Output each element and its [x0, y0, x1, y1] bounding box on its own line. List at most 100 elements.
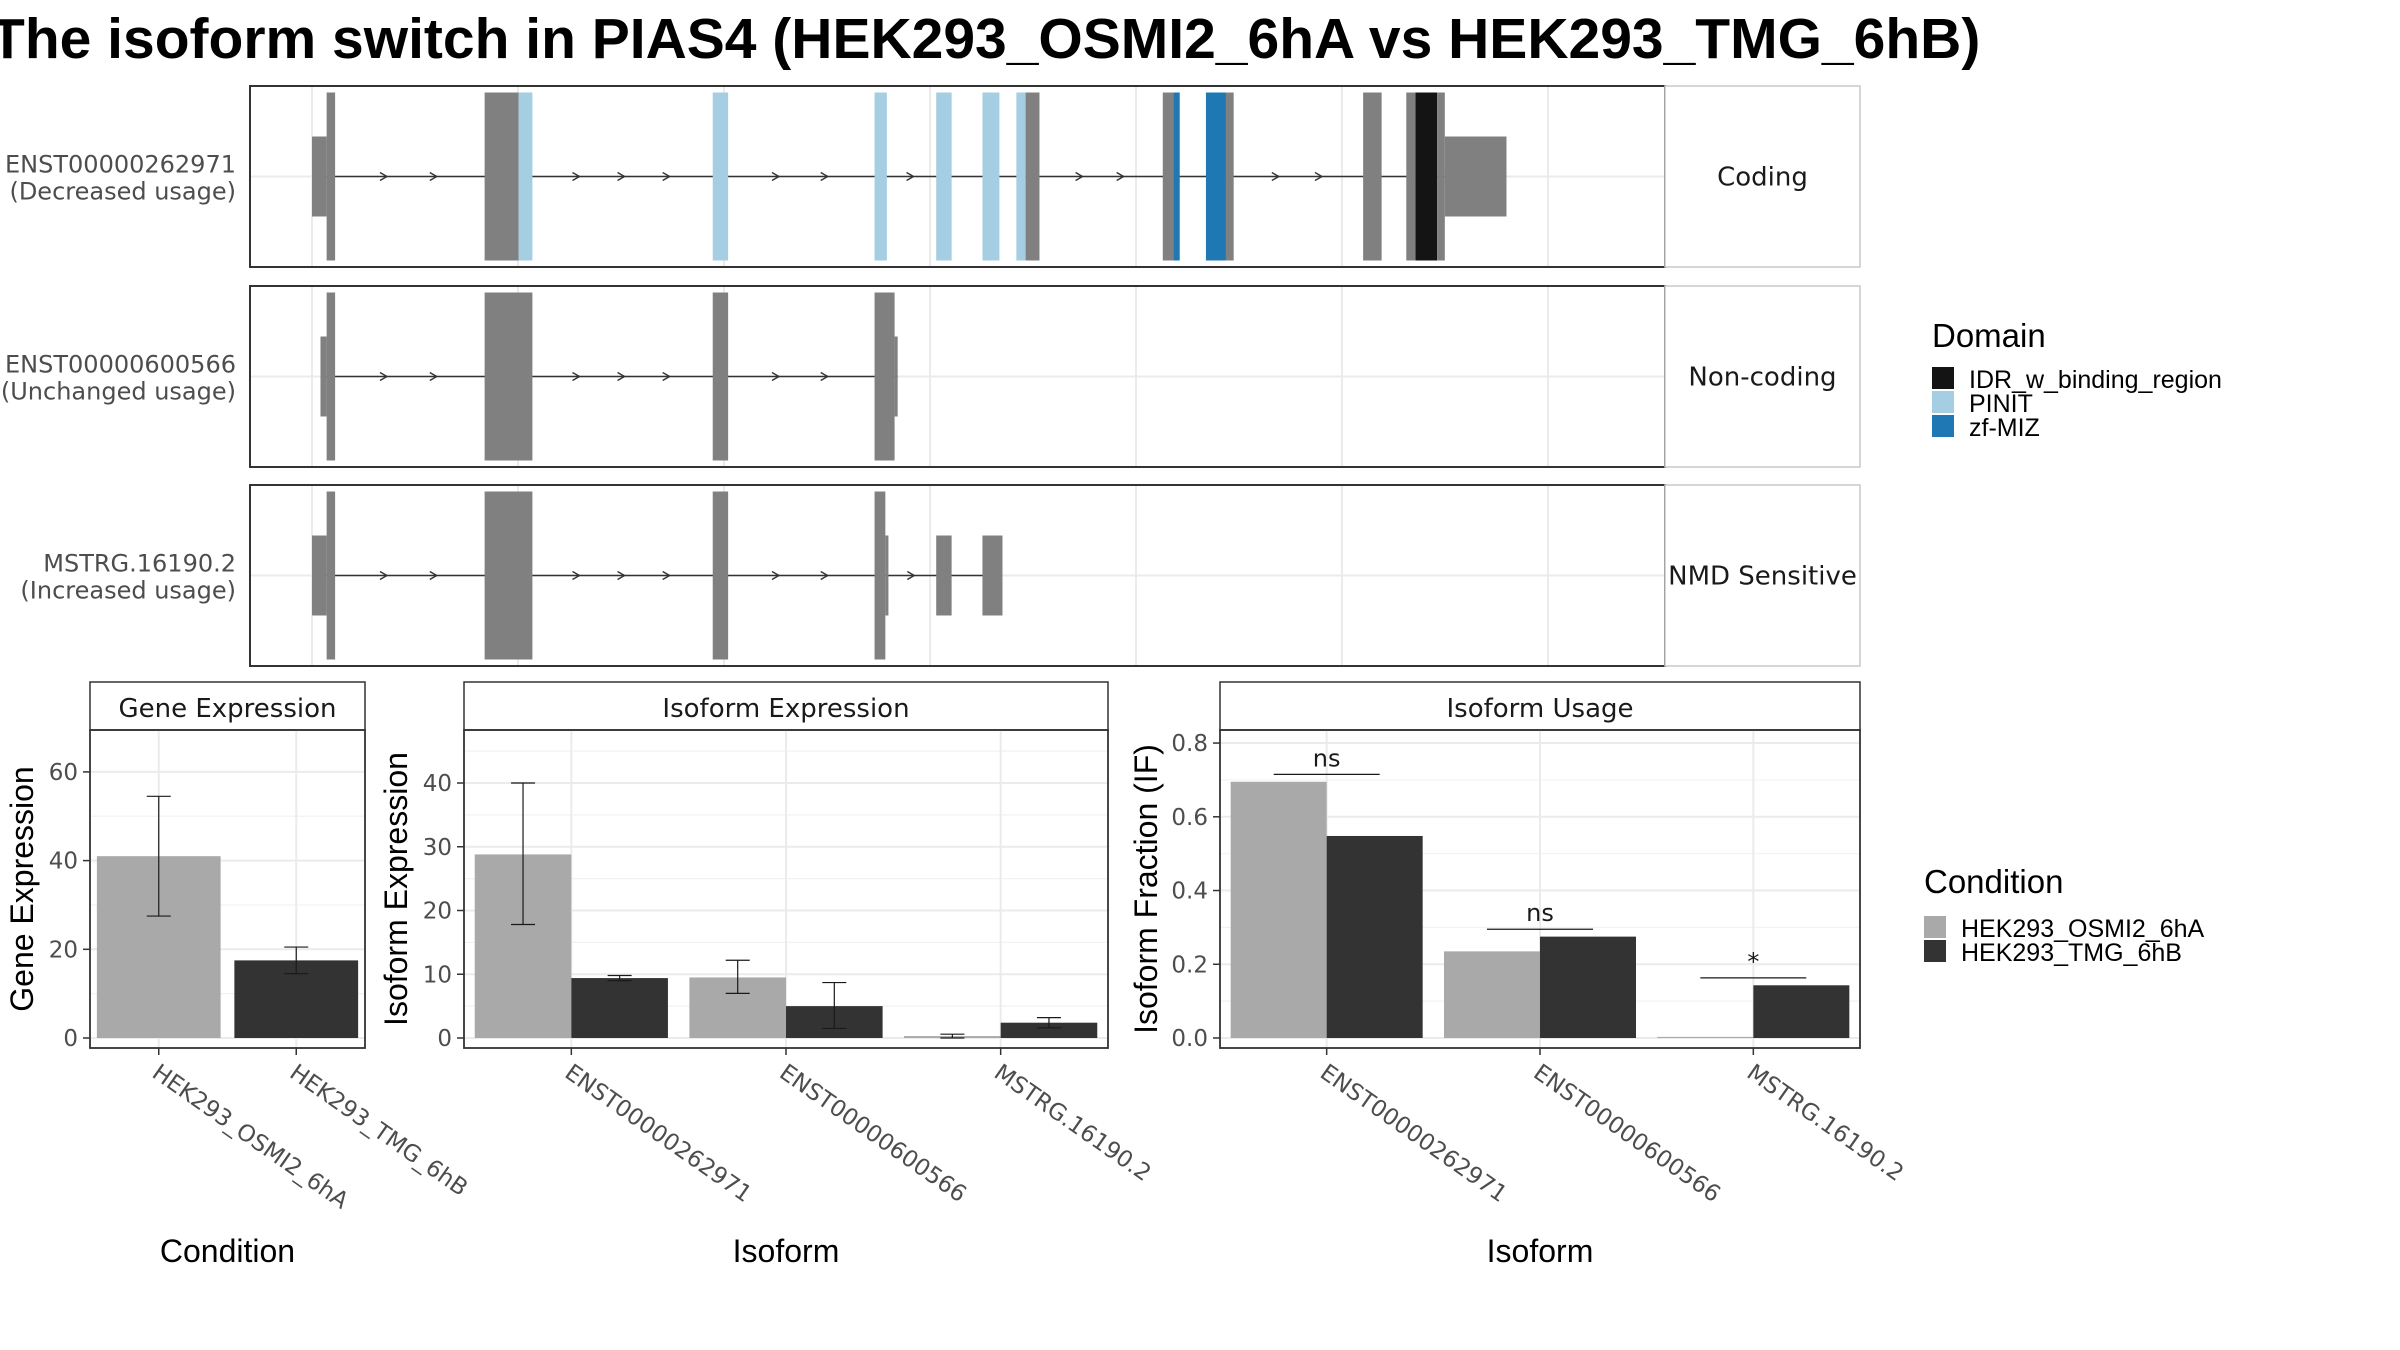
- condition-a-swatch: [1924, 916, 1946, 938]
- y-tick-label: 0: [437, 1026, 452, 1052]
- domain-legend-pinit: PINIT: [1969, 390, 2033, 418]
- x-tick-label: ENST00000262971: [1315, 1060, 1511, 1208]
- y-axis-title: Isoform Expression: [378, 752, 414, 1026]
- pinit-domain-block: [518, 92, 533, 261]
- intron-arrow: [572, 570, 581, 581]
- y-axis-title: Isoform Fraction (IF): [1128, 744, 1164, 1034]
- intron-arrow: [1271, 171, 1281, 182]
- pinit-domain-block: [982, 92, 1000, 261]
- bar-panel: Isoform Usage 0.0 0.2 0.4 0.6 0.8 ns ns * ENST000…: [1128, 681, 1908, 1269]
- intron-arrow: [572, 371, 581, 382]
- exon-block: [326, 92, 336, 261]
- y-tick-label: 0.8: [1171, 731, 1208, 757]
- exon-block: [874, 491, 886, 660]
- transcript-row: NMD Sensitive MSTRG.16190.2(Increased usa…: [20, 484, 1861, 667]
- bar: [1657, 1036, 1754, 1038]
- utr-block: [894, 336, 898, 417]
- bar: [1444, 951, 1540, 1038]
- pinit-domain-block: [712, 92, 729, 261]
- intron-arrow: [617, 570, 626, 581]
- domain-legend-idr: IDR_w_binding_region: [1969, 366, 2222, 394]
- intron-arrow: [379, 371, 389, 382]
- x-tick-label: ENST00000600566: [775, 1060, 971, 1208]
- x-axis-title: Isoform: [1487, 1233, 1594, 1269]
- intron-arrow: [572, 171, 581, 182]
- condition-legend-title: Condition: [1924, 863, 2063, 900]
- x-tick-label: ENST00000600566: [1529, 1060, 1725, 1208]
- domain-legend: Domain IDR_w_binding_region PINIT zf-MIZ: [1932, 317, 2222, 442]
- pinit-domain-block: [936, 92, 952, 261]
- utr-block: [885, 535, 889, 616]
- panel-title: Isoform Expression: [662, 694, 909, 724]
- exon-block: [484, 491, 533, 660]
- bar: [1540, 936, 1636, 1038]
- class-strip: [1664, 85, 1861, 268]
- exon-block: [326, 491, 336, 660]
- intron-arrow: [906, 570, 916, 581]
- bar: [1326, 835, 1423, 1038]
- panel-border: [89, 729, 366, 1049]
- domain-legend-title: Domain: [1932, 317, 2046, 354]
- y-tick-label: 0.0: [1171, 1026, 1208, 1052]
- exon-block: [484, 292, 533, 461]
- y-axis-title: Gene Expression: [4, 766, 40, 1011]
- intron-arrow: [429, 371, 439, 382]
- y-tick-label: 20: [49, 937, 78, 963]
- intron-arrow: [906, 171, 915, 182]
- transcript-class-label: Coding: [1717, 163, 1808, 193]
- transcript-class-label: Non-coding: [1688, 363, 1836, 393]
- y-tick-label: 0.6: [1171, 805, 1208, 831]
- y-tick-label: 0: [63, 1026, 78, 1052]
- transcript-usage-label: (Decreased usage): [9, 178, 236, 206]
- pinit-domain-block: [874, 92, 887, 261]
- y-tick-label: 10: [423, 962, 452, 988]
- x-tick-label: MSTRG.16190.2: [1742, 1060, 1908, 1187]
- condition-b-swatch: [1924, 940, 1946, 962]
- utr-block: [312, 136, 327, 217]
- y-tick-label: 40: [423, 771, 452, 797]
- intron-arrow: [662, 171, 672, 182]
- exon-block: [1437, 92, 1445, 261]
- class-strip: [1664, 484, 1861, 667]
- panel-title: Isoform Usage: [1446, 694, 1633, 724]
- pinit-swatch: [1932, 391, 1954, 413]
- intron-arrow: [820, 371, 830, 382]
- intron-arrow: [1116, 171, 1126, 182]
- intron-arrow: [1075, 171, 1084, 182]
- panel-strip: [89, 681, 366, 731]
- bar: [1753, 985, 1850, 1038]
- intron-arrow: [662, 371, 672, 382]
- pinit-domain-block: [1016, 92, 1026, 261]
- transcript-id-label: ENST00000262971: [5, 151, 236, 179]
- intron-arrow: [771, 371, 781, 382]
- expression-panels: Gene Expression0204060HEK293_OSMI2_6hAHE…: [4, 681, 1908, 1269]
- condition-legend-b: HEK293_TMG_6hB: [1961, 939, 2182, 967]
- exon-block: [1363, 92, 1382, 261]
- exon-block: [1406, 92, 1416, 261]
- intron-arrow: [617, 171, 626, 182]
- intron-arrow: [617, 371, 626, 382]
- idr-domain-block: [1415, 92, 1438, 261]
- domain-legend-zfmiz: zf-MIZ: [1969, 414, 2040, 442]
- exon-block: [1225, 92, 1234, 261]
- utr-block: [312, 535, 327, 616]
- intron-arrow: [820, 171, 830, 182]
- transcript-row: Non-coding ENST00000600566(Unchanged usag…: [1, 285, 1861, 468]
- zfmiz-domain-block: [1173, 92, 1180, 261]
- y-tick-label: 30: [423, 835, 452, 861]
- exon-block: [1025, 92, 1040, 261]
- intron-arrow: [429, 570, 439, 581]
- intron-arrow: [771, 570, 781, 581]
- x-tick-label: ENST00000262971: [560, 1060, 756, 1208]
- exon-block: [326, 292, 336, 461]
- bar: [571, 978, 668, 1038]
- x-axis-title: Condition: [160, 1233, 295, 1269]
- utr-block: [936, 535, 952, 616]
- bar: [1000, 1022, 1098, 1038]
- exon-block: [712, 491, 729, 660]
- bar: [1230, 781, 1327, 1038]
- intron-arrow: [820, 570, 830, 581]
- intron-arrow: [771, 171, 781, 182]
- exon-block: [1162, 92, 1174, 261]
- transcript-class-label: NMD Sensitive: [1668, 562, 1857, 592]
